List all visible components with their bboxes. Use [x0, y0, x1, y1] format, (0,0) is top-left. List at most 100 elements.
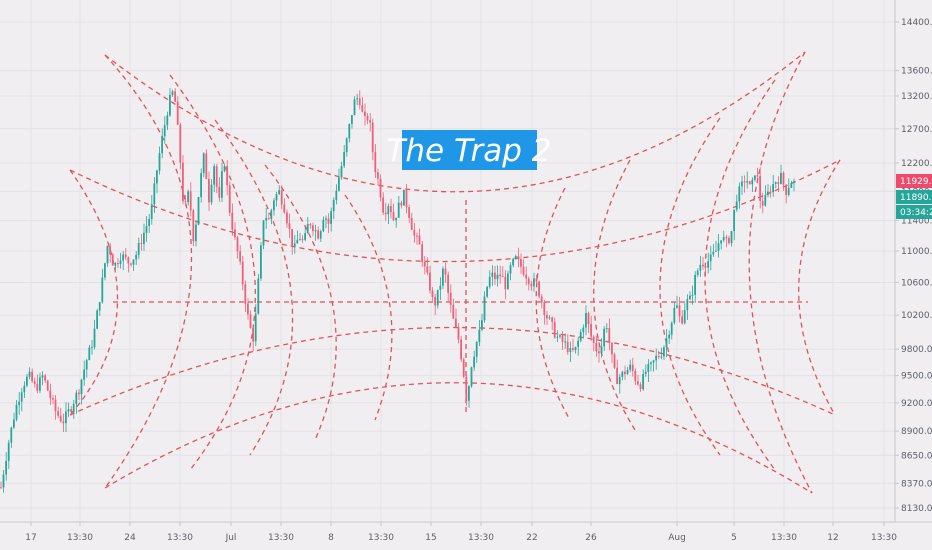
candle-body	[663, 347, 665, 357]
trap-outer-top	[104, 51, 806, 193]
candle-body	[587, 313, 590, 325]
candle-body	[410, 217, 413, 230]
candle-body	[387, 206, 390, 215]
candle-body	[244, 284, 247, 304]
candle-body	[278, 190, 280, 195]
candle-body	[80, 379, 83, 395]
candle-body	[642, 373, 644, 390]
candle-body	[496, 274, 499, 280]
candle-body	[2, 474, 5, 488]
candle-body	[39, 377, 41, 391]
candle-body	[249, 314, 252, 328]
candle-body	[20, 392, 23, 402]
candle-body	[707, 261, 709, 268]
candle-body	[673, 307, 676, 323]
candle-body	[36, 384, 39, 391]
candle-body	[780, 172, 782, 184]
candle-body	[676, 305, 678, 308]
candle-body	[366, 116, 369, 121]
candle-body	[579, 331, 582, 341]
candle-body	[70, 409, 72, 412]
candle-body	[608, 328, 611, 343]
time-tick-label: Aug	[668, 533, 686, 543]
candle-body	[397, 202, 400, 218]
candle-body	[418, 235, 421, 245]
candle-body	[569, 348, 572, 353]
price-tick-label: 8370.00	[901, 479, 932, 489]
candle-body	[327, 218, 330, 224]
candle-body	[241, 261, 244, 285]
candle-body	[288, 223, 291, 230]
candle-body	[465, 376, 468, 401]
candle-body	[361, 105, 364, 112]
candle-body	[572, 348, 574, 350]
candle-body	[322, 219, 325, 232]
candle-body	[782, 172, 785, 185]
candle-body	[777, 182, 780, 184]
price-tick-label: 11400.00	[901, 217, 932, 227]
price-badge	[896, 190, 932, 204]
candle-body	[756, 175, 759, 177]
candle-body	[31, 371, 33, 382]
candle-body	[566, 341, 569, 353]
candle-body	[13, 419, 15, 428]
candle-body	[236, 237, 239, 252]
candle-body	[668, 334, 670, 339]
candle-body	[618, 376, 621, 384]
candle-body	[275, 194, 278, 201]
candle-body	[439, 285, 442, 290]
time-tick-label: 8	[328, 533, 334, 543]
candle-body	[46, 380, 49, 391]
candle-body	[470, 367, 473, 387]
candle-body	[88, 347, 91, 361]
candle-body	[364, 111, 366, 117]
candle-body	[75, 392, 78, 404]
candle-body	[0, 487, 2, 489]
candle-body	[720, 240, 722, 244]
candle-body	[96, 310, 98, 329]
candle-body	[348, 124, 351, 139]
candle-body	[444, 268, 447, 275]
candle-body	[202, 153, 205, 174]
candle-body	[195, 224, 197, 242]
candle-body	[174, 91, 176, 102]
candle-body	[65, 411, 67, 424]
candle-body	[296, 239, 299, 244]
candle-body	[213, 166, 215, 185]
candle-body	[681, 316, 683, 324]
price-tick-label: 9200.00	[901, 399, 932, 409]
candle-body	[501, 276, 504, 278]
candle-body	[117, 262, 119, 264]
candle-body	[621, 371, 624, 377]
trap-fan-5	[344, 194, 393, 421]
candle-body	[78, 392, 80, 395]
candle-body	[124, 254, 127, 258]
time-tick-label: 22	[526, 533, 537, 543]
candle-body	[72, 403, 75, 412]
candle-body	[351, 115, 353, 125]
candle-body	[231, 212, 234, 230]
candle-body	[345, 138, 348, 153]
candle-body	[559, 335, 561, 337]
trap-fan-1	[104, 54, 192, 489]
candle-body	[512, 258, 514, 266]
candle-body	[746, 181, 748, 183]
candle-body	[522, 266, 525, 275]
candle-body	[358, 98, 361, 106]
candle-body	[377, 172, 379, 179]
candle-body	[660, 356, 663, 358]
candle-body	[189, 191, 192, 211]
candle-body	[176, 101, 179, 125]
price-tick-label: 11000.00	[901, 247, 932, 257]
candle-body	[135, 254, 137, 260]
price-badge-label: 03:34:23	[900, 208, 932, 218]
candle-body	[509, 265, 512, 274]
candle-body	[158, 153, 161, 171]
price-badge-label: 11890.35	[900, 193, 932, 203]
time-axis[interactable]: 17 13:30 24 13:30 Jul 13:30 8 13:30 15 13:30 22 26 A…	[25, 522, 897, 543]
candle-body	[535, 278, 538, 282]
candle-body	[286, 212, 288, 224]
time-tick-label: 13:30	[468, 533, 494, 543]
candle-body	[143, 232, 145, 244]
